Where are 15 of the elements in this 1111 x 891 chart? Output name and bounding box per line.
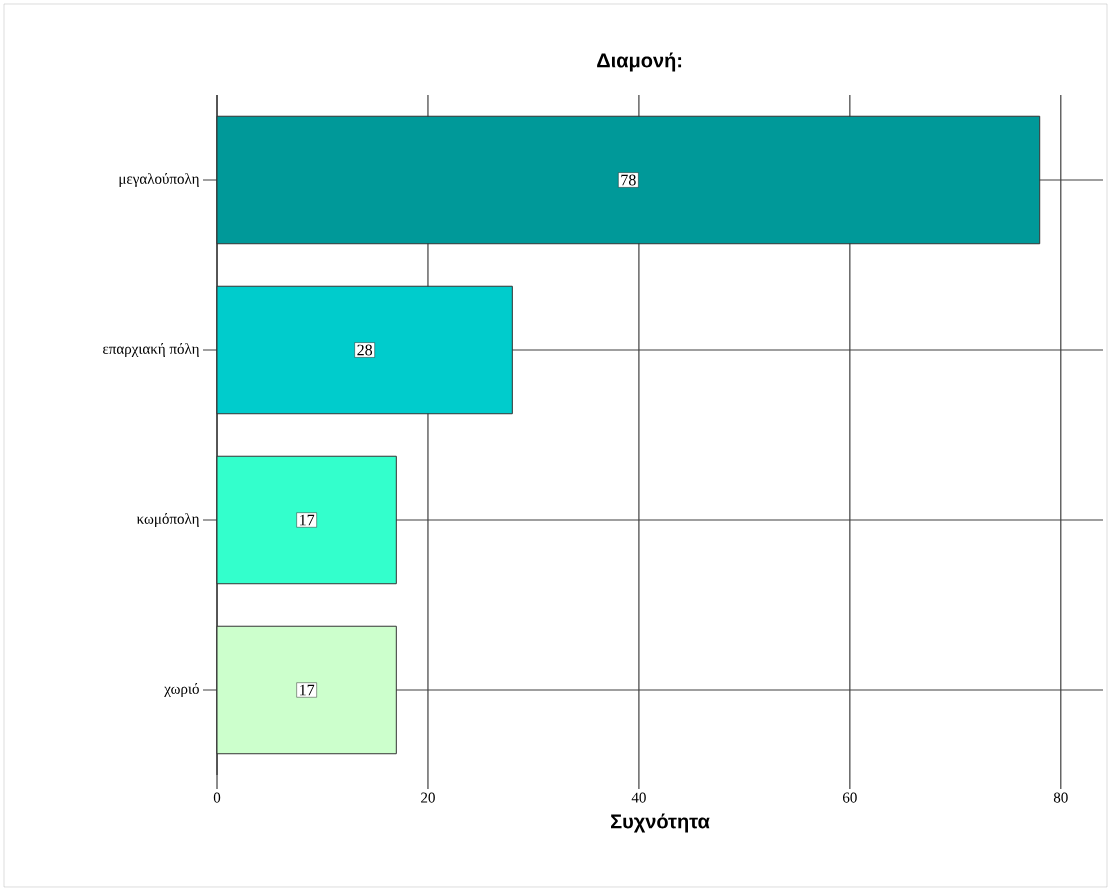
y-tick-label: επαρχιακή πόλη [103, 343, 199, 357]
x-tick-label: 60 [843, 792, 857, 803]
data-label: 17 [300, 684, 315, 696]
data-label: 17 [300, 514, 315, 526]
x-axis-title: Συχνότητα [611, 813, 710, 833]
y-tick-label: μεγαλούπολη [119, 173, 199, 187]
x-tick-label: 40 [631, 792, 646, 803]
y-tick-label: χωριό [164, 683, 199, 697]
x-tick-label: 0 [213, 792, 221, 803]
x-tick-label: 80 [1053, 792, 1068, 803]
x-tick-label: 20 [421, 792, 435, 803]
y-tick-label: κωμόπολη [136, 513, 199, 527]
chart-title: Διαμονή: [597, 52, 682, 72]
data-label: 78 [621, 174, 636, 186]
data-label: 28 [357, 344, 373, 356]
